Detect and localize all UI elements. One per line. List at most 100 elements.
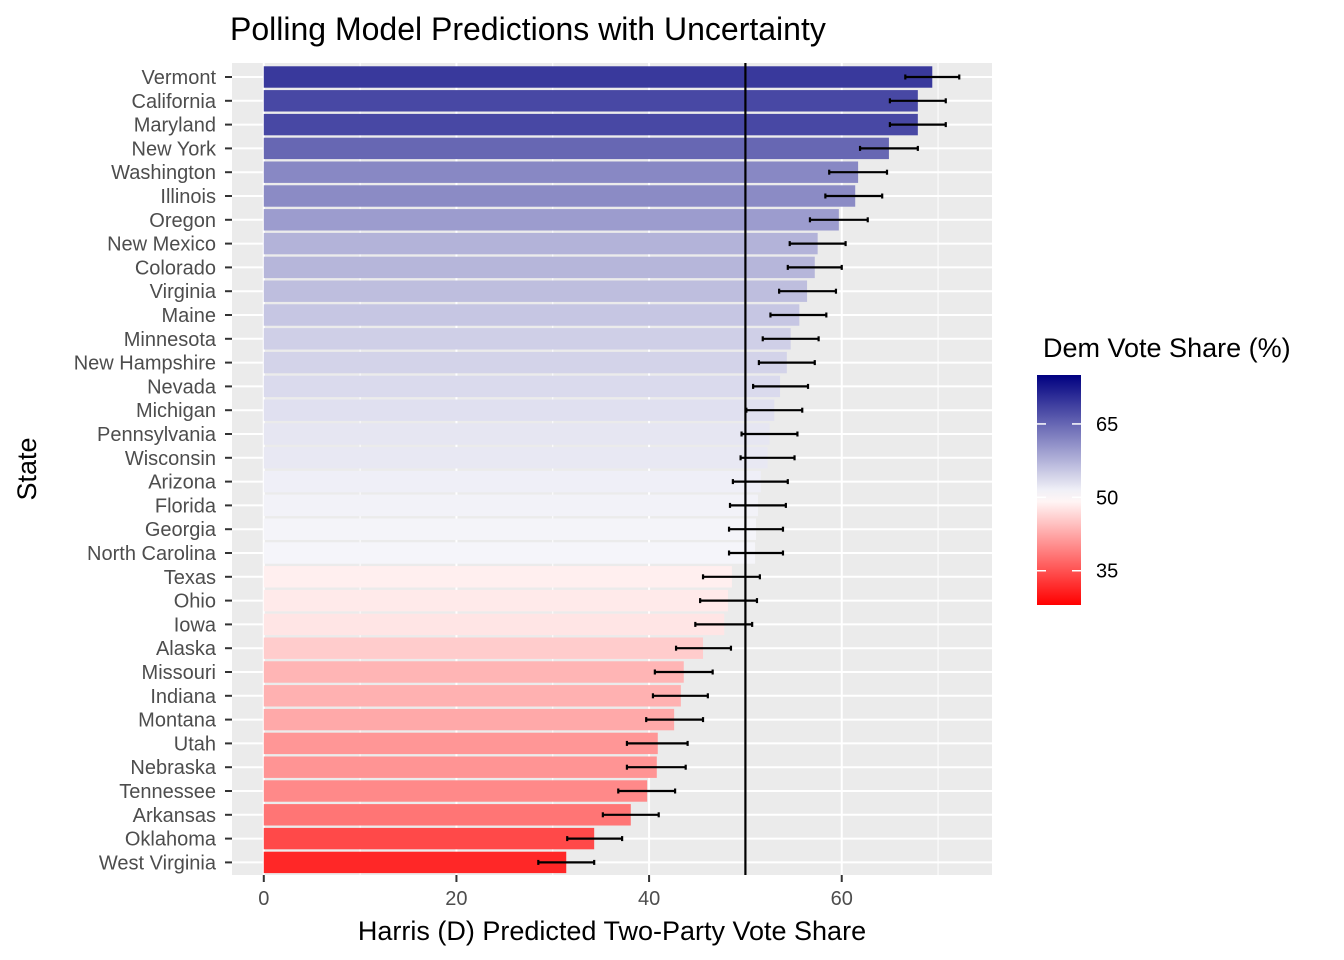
error-bar [858, 145, 919, 151]
error-bar [888, 98, 947, 104]
y-tick-label: Illinois [160, 186, 216, 208]
error-bar [728, 502, 787, 508]
error-bar [617, 788, 677, 794]
bar-pennsylvania [263, 423, 770, 445]
bar-virginia [263, 280, 808, 302]
y-tick-label: Michigan [136, 400, 216, 422]
bar-california [263, 90, 918, 112]
error-bar [537, 859, 596, 865]
bar-maryland [263, 113, 918, 136]
y-tick-label: Ohio [174, 591, 216, 613]
x-tick-label: 40 [638, 888, 660, 910]
bar-north-carolina [263, 542, 756, 564]
bar-arkansas [263, 804, 631, 826]
bar-tennessee [263, 780, 648, 802]
error-bar [727, 550, 785, 556]
y-tick-label: North Carolina [87, 543, 217, 565]
y-tick-label: Minnesota [124, 329, 217, 351]
y-tick-label: New Hampshire [74, 353, 216, 375]
y-tick-label: Texas [164, 567, 216, 589]
y-tick-label: California [132, 91, 217, 113]
y-tick-label: Pennsylvania [97, 424, 217, 446]
bar-nebraska [263, 756, 657, 778]
error-bar [739, 455, 796, 461]
error-bar [769, 312, 828, 318]
y-tick-label: Arizona [148, 472, 217, 494]
error-bar [645, 717, 705, 723]
y-tick-label: Montana [138, 710, 217, 732]
y-tick-label: Tennessee [119, 781, 216, 803]
bar-wisconsin [263, 447, 768, 469]
bar-maine [263, 304, 800, 326]
bar-west-virginia [263, 851, 567, 874]
y-axis-title: State [12, 437, 42, 500]
error-bar [786, 264, 843, 270]
y-tick-label: Oregon [149, 210, 216, 232]
error-bar [727, 526, 785, 532]
x-tick-label: 0 [258, 888, 269, 910]
error-bar [601, 812, 660, 818]
error-bar [701, 574, 761, 580]
bar-iowa [263, 613, 725, 636]
x-tick-label: 60 [831, 888, 853, 910]
error-bar [761, 336, 820, 342]
legend-tick-label: 65 [1096, 414, 1118, 436]
error-bar [653, 669, 714, 675]
bar-vermont [263, 66, 933, 88]
bar-colorado [263, 256, 815, 279]
y-tick-label: West Virginia [99, 852, 217, 874]
legend-ticks: 35 50 65 [1037, 414, 1118, 583]
error-bar [745, 407, 804, 413]
bar-illinois [263, 185, 856, 207]
y-tick-label: New York [132, 138, 217, 160]
bar-michigan [263, 399, 775, 421]
y-tick-label: Wisconsin [125, 448, 216, 470]
bar-ohio [263, 589, 729, 612]
y-tick-label: Arkansas [133, 805, 216, 827]
legend-title: Dem Vote Share (%) [1043, 333, 1291, 363]
y-tick-label: Colorado [135, 257, 216, 279]
y-tick-label: Oklahoma [125, 829, 217, 851]
error-bar [674, 645, 733, 651]
error-bar [888, 122, 947, 128]
bar-alaska [263, 637, 704, 659]
error-bar [731, 479, 789, 485]
error-bar [828, 169, 889, 175]
error-bar [694, 621, 754, 627]
y-tick-label: Utah [174, 733, 216, 755]
x-tick-label: 20 [445, 888, 467, 910]
error-bar [824, 193, 884, 199]
bars [263, 66, 933, 874]
bar-washington [263, 161, 859, 183]
y-tick-label: Indiana [150, 686, 216, 708]
y-tick-label: Iowa [174, 614, 217, 636]
error-bars [537, 74, 961, 865]
y-tick-label: Virginia [150, 281, 217, 303]
bar-new-mexico [263, 232, 818, 255]
x-axis: 0 20 40 60 [258, 875, 853, 910]
error-bar [651, 693, 709, 699]
bar-oregon [263, 209, 839, 231]
error-bar [625, 740, 689, 746]
legend: Dem Vote Share (%) 35 50 65 [1037, 333, 1291, 605]
y-tick-label: New Mexico [107, 234, 216, 256]
y-tick-label: Missouri [142, 662, 216, 684]
error-bar [740, 431, 799, 437]
y-tick-label: Vermont [142, 67, 217, 89]
error-bar [904, 74, 961, 80]
bar-indiana [263, 685, 681, 707]
y-tick-label: Florida [155, 495, 217, 517]
y-tick-label: Nebraska [130, 757, 216, 779]
legend-colorbar [1037, 375, 1081, 605]
bar-minnesota [263, 328, 791, 350]
error-bar [757, 360, 816, 366]
error-bar [625, 764, 687, 770]
bar-florida [263, 494, 758, 517]
y-tick-label: Washington [111, 162, 216, 184]
error-bar [699, 598, 759, 604]
error-bar [778, 288, 838, 294]
y-tick-label: Maryland [134, 115, 216, 137]
legend-tick-label: 50 [1096, 487, 1118, 509]
bar-new-york [263, 137, 889, 160]
